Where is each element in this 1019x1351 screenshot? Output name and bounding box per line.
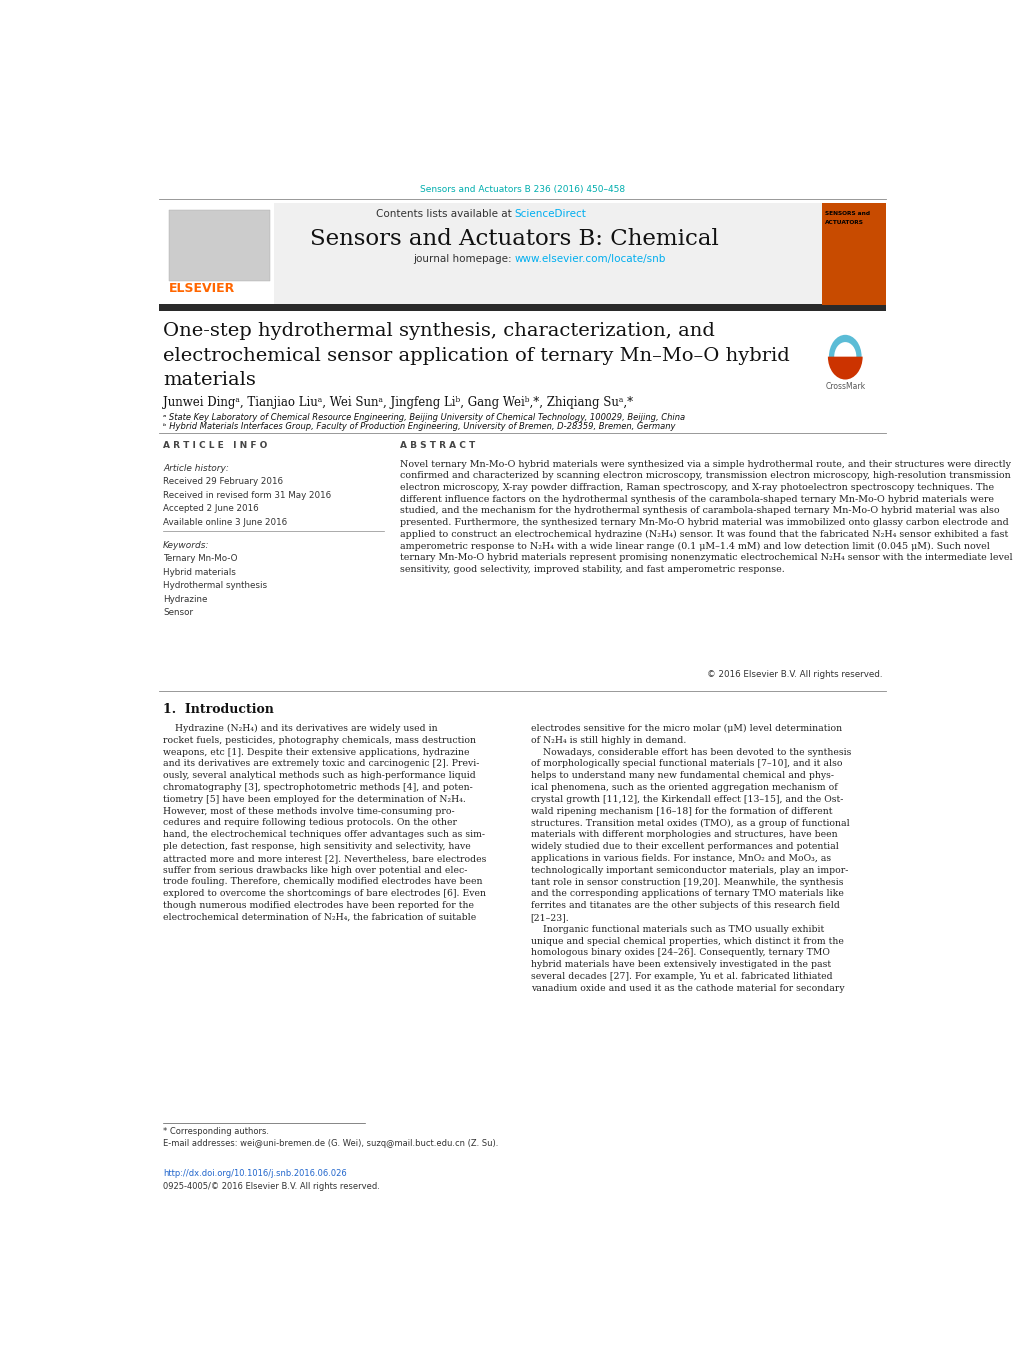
Text: 0925-4005/© 2016 Elsevier B.V. All rights reserved.: 0925-4005/© 2016 Elsevier B.V. All right… <box>163 1182 379 1190</box>
Circle shape <box>834 342 856 372</box>
Text: Sensors and Actuators B: Chemical: Sensors and Actuators B: Chemical <box>310 228 718 250</box>
Text: electrodes sensitive for the micro molar (μM) level determination
of N₂H₄ is sti: electrodes sensitive for the micro molar… <box>530 724 850 993</box>
Text: E-mail addresses: wei@uni-bremen.de (G. Wei), suzq@mail.buct.edu.cn (Z. Su).: E-mail addresses: wei@uni-bremen.de (G. … <box>163 1139 498 1148</box>
Text: ScienceDirect: ScienceDirect <box>515 209 586 219</box>
Text: A B S T R A C T: A B S T R A C T <box>399 440 475 450</box>
Text: © 2016 Elsevier B.V. All rights reserved.: © 2016 Elsevier B.V. All rights reserved… <box>706 670 881 678</box>
Text: Available online 3 June 2016: Available online 3 June 2016 <box>163 517 287 527</box>
Text: Hydrazine: Hydrazine <box>163 594 207 604</box>
Text: SENSORS and: SENSORS and <box>824 211 869 216</box>
Text: ᵃ State Key Laboratory of Chemical Resource Engineering, Beijing University of C: ᵃ State Key Laboratory of Chemical Resou… <box>163 413 685 422</box>
Text: ᵇ Hybrid Materials Interfaces Group, Faculty of Production Engineering, Universi: ᵇ Hybrid Materials Interfaces Group, Fac… <box>163 422 675 431</box>
Text: One-step hydrothermal synthesis, characterization, and
electrochemical sensor ap: One-step hydrothermal synthesis, charact… <box>163 323 789 389</box>
Circle shape <box>827 334 862 380</box>
Text: Sensors and Actuators B 236 (2016) 450–458: Sensors and Actuators B 236 (2016) 450–4… <box>420 185 625 195</box>
Text: Article history:: Article history: <box>163 463 228 473</box>
FancyBboxPatch shape <box>820 203 886 304</box>
FancyBboxPatch shape <box>159 203 273 304</box>
Text: journal homepage:: journal homepage: <box>413 254 515 263</box>
Text: ACTUATORS: ACTUATORS <box>824 220 863 226</box>
Text: 1.  Introduction: 1. Introduction <box>163 703 274 716</box>
Text: http://dx.doi.org/10.1016/j.snb.2016.06.026: http://dx.doi.org/10.1016/j.snb.2016.06.… <box>163 1169 346 1178</box>
Text: Received in revised form 31 May 2016: Received in revised form 31 May 2016 <box>163 490 331 500</box>
Text: Hydrothermal synthesis: Hydrothermal synthesis <box>163 581 267 590</box>
Text: Ternary Mn-Mo-O: Ternary Mn-Mo-O <box>163 554 237 563</box>
Text: Accepted 2 June 2016: Accepted 2 June 2016 <box>163 504 259 513</box>
FancyBboxPatch shape <box>168 209 269 281</box>
FancyBboxPatch shape <box>159 203 886 304</box>
Wedge shape <box>827 357 862 380</box>
Text: Contents lists available at: Contents lists available at <box>375 209 515 219</box>
Text: www.elsevier.com/locate/snb: www.elsevier.com/locate/snb <box>515 254 665 263</box>
Text: Received 29 February 2016: Received 29 February 2016 <box>163 477 283 486</box>
Text: Keywords:: Keywords: <box>163 540 209 550</box>
Text: CrossMark: CrossMark <box>824 381 864 390</box>
Text: Sensor: Sensor <box>163 608 193 617</box>
Text: A R T I C L E   I N F O: A R T I C L E I N F O <box>163 440 267 450</box>
Text: Hydrazine (N₂H₄) and its derivatives are widely used in
rocket fuels, pesticides: Hydrazine (N₂H₄) and its derivatives are… <box>163 724 486 921</box>
Text: Hybrid materials: Hybrid materials <box>163 567 235 577</box>
Text: Novel ternary Mn-Mo-O hybrid materials were synthesized via a simple hydrotherma: Novel ternary Mn-Mo-O hybrid materials w… <box>399 459 1012 574</box>
Text: Junwei Dingᵃ, Tianjiao Liuᵃ, Wei Sunᵃ, Jingfeng Liᵇ, Gang Weiᵇ,*, Zhiqiang Suᵃ,*: Junwei Dingᵃ, Tianjiao Liuᵃ, Wei Sunᵃ, J… <box>163 396 633 409</box>
Text: * Corresponding authors.: * Corresponding authors. <box>163 1128 269 1136</box>
FancyBboxPatch shape <box>159 304 886 311</box>
Text: ELSEVIER: ELSEVIER <box>168 282 234 296</box>
